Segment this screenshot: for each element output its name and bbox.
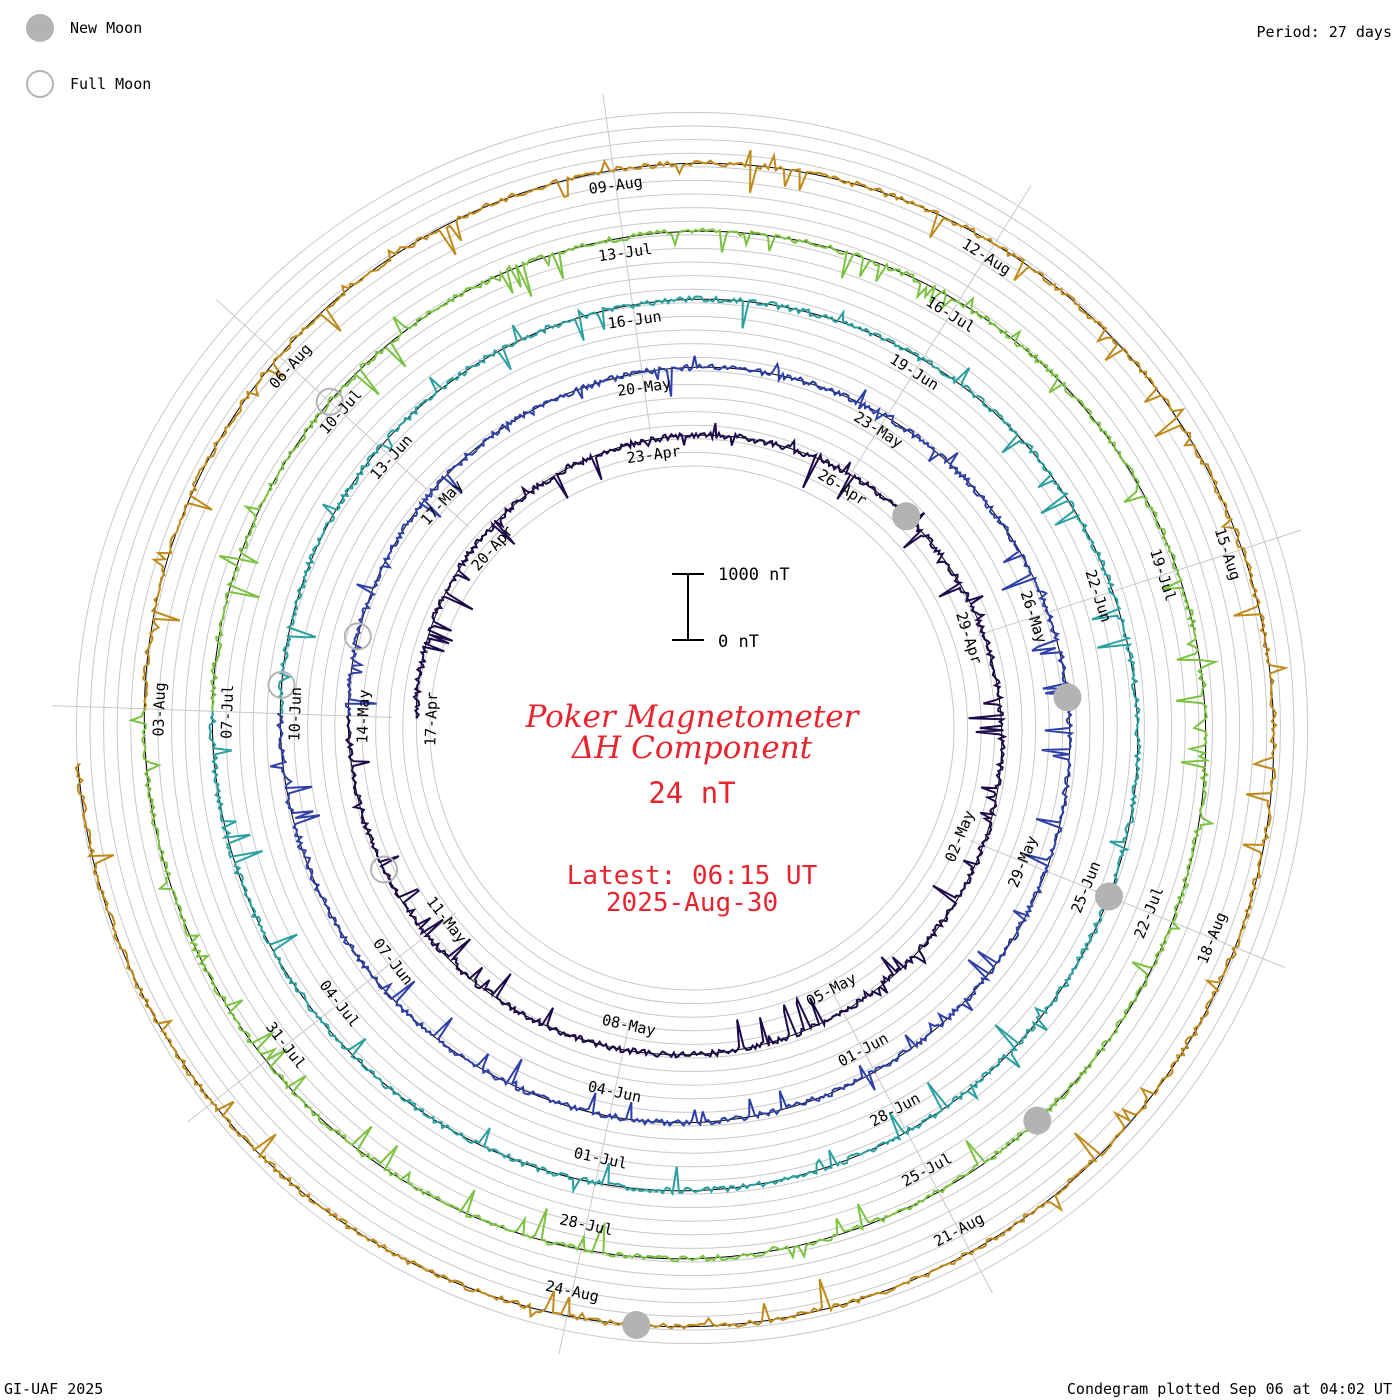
grid-ring	[361, 397, 1023, 1059]
ring-trace	[208, 295, 1142, 1197]
date-label: 16-Jul	[923, 292, 978, 336]
scale-bottom-label: 0 nT	[718, 632, 759, 652]
ring-trace	[344, 422, 1008, 1059]
date-label: 24-Aug	[544, 1277, 601, 1306]
date-label: 29-May	[1004, 833, 1041, 890]
full-moon-marker	[315, 387, 344, 416]
date-label: 18-Aug	[1193, 910, 1230, 967]
grid-ring	[266, 302, 1118, 1154]
day-spoke	[977, 529, 1301, 636]
chart-title-line1: Poker Magnetometer	[525, 699, 861, 735]
day-spoke	[52, 705, 393, 719]
grid-ring	[225, 261, 1159, 1195]
date-label: 01-Jul	[572, 1144, 629, 1173]
grid-ring	[130, 166, 1254, 1290]
day-spoke	[558, 1021, 631, 1355]
latest-time: Latest: 06:15 UT	[567, 861, 818, 891]
legend-new-moon: New Moon	[26, 12, 142, 44]
date-label: 12-Aug	[959, 235, 1014, 279]
date-label: 08-May	[600, 1011, 657, 1040]
date-label: 01-Jun	[835, 1029, 891, 1070]
date-label: 13-Jun	[367, 431, 417, 483]
new-moon-icon	[26, 14, 54, 42]
ring-trace	[270, 355, 1075, 1128]
date-label: 13-Jul	[597, 240, 653, 265]
day-spoke	[216, 299, 470, 528]
grid-ring	[198, 234, 1186, 1222]
date-label: 10-Jun	[285, 687, 305, 742]
date-label: 02-May	[941, 808, 978, 865]
date-label: 19-Jun	[887, 350, 942, 394]
grid-ring	[103, 139, 1281, 1317]
ring-trace	[127, 227, 1220, 1263]
scale-bar: 1000 nT 0 nT	[672, 565, 790, 652]
grid-ring	[334, 370, 1050, 1086]
grid-ring	[184, 220, 1200, 1236]
grid-ring	[375, 411, 1009, 1045]
new-moon-marker	[892, 502, 921, 531]
day-spoke	[602, 94, 651, 431]
date-label: 09-Aug	[588, 173, 644, 198]
full-moon-marker	[267, 670, 296, 699]
grid-ring	[293, 329, 1091, 1127]
date-label: 07-Jul	[217, 684, 237, 739]
grid-ring	[388, 424, 996, 1032]
moon-markers	[267, 387, 1123, 1339]
new-moon-marker	[1053, 683, 1082, 712]
new-moon-marker	[1095, 882, 1123, 911]
day-spoke	[850, 184, 1032, 474]
date-label: 16-Jun	[607, 307, 663, 332]
grid-ring	[415, 451, 969, 1005]
date-label: 21-Aug	[931, 1209, 987, 1250]
plotted-label: Condegram plotted Sep 06 at 04:02 UT	[1066, 1380, 1392, 1398]
date-label: 14-May	[353, 689, 373, 744]
full-moon-icon	[26, 70, 54, 98]
current-value: 24 nT	[648, 776, 735, 810]
date-label: 17-Apr	[421, 692, 441, 747]
full-moon-label: Full Moon	[70, 75, 152, 93]
date-label: 17-May	[417, 477, 467, 529]
full-moon-marker	[370, 855, 398, 884]
date-label: 03-Aug	[149, 682, 169, 737]
day-spoke	[832, 992, 993, 1294]
grid-ring	[157, 193, 1227, 1263]
date-label: 05-May	[803, 969, 859, 1010]
date-label: 20-May	[616, 375, 672, 400]
scale-top-label: 1000 nT	[718, 565, 790, 585]
grid-ring	[89, 125, 1295, 1331]
data-traces	[74, 149, 1289, 1330]
latest-date: 2025-Aug-30	[606, 888, 778, 918]
ring-trace	[74, 149, 1289, 1330]
grid-ring	[239, 275, 1145, 1181]
new-moon-marker	[1023, 1106, 1052, 1135]
grid-ring	[307, 343, 1077, 1113]
grid-ring	[252, 288, 1132, 1168]
grid-ring	[75, 111, 1309, 1345]
period-label: Period: 27 days	[1256, 23, 1392, 41]
legend-full-moon: Full Moon	[26, 68, 151, 100]
date-label: 28-Jul	[558, 1210, 615, 1239]
grid-ring	[116, 152, 1268, 1304]
date-label: 25-Jul	[899, 1149, 955, 1190]
new-moon-marker	[622, 1311, 651, 1339]
grid-ring	[171, 207, 1213, 1249]
day-spoke	[969, 839, 1286, 969]
full-moon-marker	[343, 622, 372, 651]
credit-label: GI-UAF 2025	[4, 1380, 104, 1398]
grid-ring	[429, 465, 955, 991]
date-label: 22-Jul	[1130, 884, 1167, 941]
new-moon-label: New Moon	[70, 19, 143, 37]
chart-title-line2: ΔH Component	[571, 730, 813, 766]
